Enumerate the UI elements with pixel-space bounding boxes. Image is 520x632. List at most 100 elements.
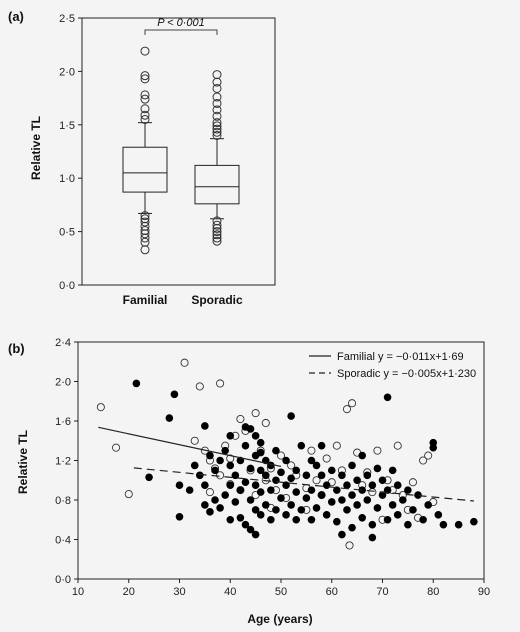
familial-point [343,506,351,514]
sporadic-point [342,405,352,414]
familial-point [241,441,250,450]
familial-point [241,423,250,431]
familial-point [267,461,275,470]
panel-b-ticks: 0·0 0·4 0·8 1·2 1·6 2·0 2·4 10 20 30 40 50 60 70 80 90 [55,337,490,598]
familial-point [256,511,265,519]
panel-b-x-axis-title: Age (years) [247,612,312,626]
p-value-label: P < 0·001 [157,17,205,29]
familial-point [226,461,235,470]
familial-point [343,481,351,489]
familial-point [327,466,336,475]
familial-point [216,504,224,512]
panel-b-legend: Familial y = −0·011x+1·69 Sporadic y = −0… [309,351,476,380]
familial-point [317,441,326,450]
sporadic-point [345,541,354,550]
familial-point [196,471,204,480]
panel-a-label: (a) [8,9,24,24]
familial-point [333,517,341,526]
familial-point [256,438,265,447]
outlier-point [140,237,150,247]
panel-a-y-axis-title: Relative TL [29,116,43,180]
sporadic-point [424,451,433,460]
familial-point [231,498,240,506]
panel-b-plot-frame [77,341,485,580]
y-tick-label: 0·0 [55,574,71,586]
familial-point [297,506,306,514]
familial-point [383,515,392,524]
y-tick-label: 0·4 [55,535,71,547]
familial-point [211,496,219,504]
y-tick-label: 0·8 [55,495,71,507]
outlier-point [212,233,222,243]
outlier-point [212,230,222,240]
familial-point [393,481,402,489]
familial-point [190,461,199,470]
outlier-point [140,229,150,239]
familial-point [251,530,260,539]
outlier-point [212,83,222,93]
familial-point [338,496,346,504]
x-tick-label: 70 [376,586,388,598]
familial-point [409,506,417,514]
outlier-point [140,46,150,56]
sporadic-point [332,441,341,450]
x-category-label: Sporadic [191,293,243,307]
familial-point [378,491,387,499]
familial-point [373,464,382,473]
familial-point [312,504,321,512]
familial-point [388,501,397,509]
familial-point [454,520,463,529]
outlier-point [140,211,150,221]
sporadic-point [368,488,377,497]
familial-point [383,393,392,402]
outlier-point [212,118,222,128]
outlier-point [140,71,150,81]
y-tick-label: 2·0 [59,66,75,78]
familial-point [277,468,285,477]
x-tick-label: 60 [326,586,338,598]
familial-point [419,515,427,524]
familial-point [307,486,316,494]
y-tick-label: 1·5 [59,120,75,132]
familial-point [282,511,290,519]
familial-point [132,379,141,388]
outlier-point [212,70,222,80]
familial-point [297,441,306,450]
familial-point [439,520,448,529]
sporadic-point [180,358,189,367]
panel-a-x-labels: Familial Sporadic [123,293,243,307]
familial-point [327,498,336,506]
familial-point [277,494,285,502]
familial-point [216,456,224,465]
familial-point [317,491,326,499]
y-tick-label: 1·0 [59,173,75,185]
familial-point [175,512,184,521]
familial-point [292,488,301,496]
sporadic-point [96,403,105,412]
outlier-point [212,98,222,108]
familial-point [287,474,295,483]
familial-point [175,481,184,489]
y-tick-label: 1·6 [55,416,71,428]
x-tick-label: 50 [275,586,287,598]
familial-point [353,501,361,509]
familial-point [292,466,301,475]
familial-point [256,448,265,457]
y-tick-label: 1·2 [55,456,71,468]
familial-point [221,491,229,499]
legend-entry: Familial y = −0·011x+1·69 [337,351,464,363]
familial-point [246,464,255,473]
familial-point [170,390,179,399]
outlier-point [212,111,222,121]
sporadic-point [251,409,260,418]
outlier-point [140,221,150,231]
familial-point [231,471,240,480]
x-tick-label: 80 [427,586,439,598]
sporadic-point [216,471,225,480]
legend-entry: Sporadic y = −0·005x+1·230 [337,368,476,380]
outlier-point [140,214,150,224]
familial-point [206,508,214,516]
outlier-point [140,217,150,227]
sporadic-point [322,454,331,463]
